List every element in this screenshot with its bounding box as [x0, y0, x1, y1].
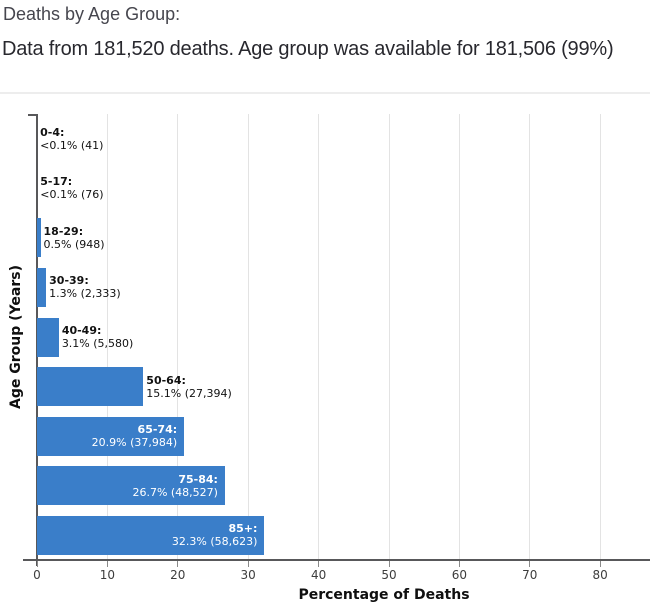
x-axis-tick — [36, 561, 38, 567]
x-axis-tick — [599, 561, 601, 567]
grid-line — [529, 114, 531, 559]
x-axis-tick — [388, 561, 390, 567]
bar-age-label: 0-4: — [40, 125, 65, 139]
bar-value-label: 26.7% (48,527) — [132, 485, 218, 499]
grid-line — [458, 114, 460, 559]
bar-value-label: 3.1% (5,580) — [61, 337, 134, 350]
chart-top-border — [0, 92, 650, 94]
bar-label: 65-74: 20.9% (37,984) — [92, 423, 178, 449]
x-axis-tick — [458, 561, 460, 567]
y-axis-top-tick — [28, 114, 37, 116]
x-tick-label: 50 — [381, 568, 397, 582]
bar-label: 75-84: 26.7% (48,527) — [132, 473, 218, 499]
x-axis-tick — [529, 561, 531, 567]
bar[interactable] — [37, 466, 225, 506]
grid-line — [177, 114, 179, 559]
bar-label: 30-39: 1.3% (2,333) — [49, 274, 121, 300]
bar-value-label: 20.9% (37,984) — [91, 436, 178, 450]
page-subtitle: Data from 181,520 deaths. Age group was … — [2, 38, 614, 60]
bar[interactable] — [37, 367, 144, 407]
bar-age-label: 75-84: — [178, 472, 218, 486]
bar-value-label: <0.1% (41) — [40, 138, 104, 152]
grid-line — [106, 114, 108, 559]
bar-value-label: 15.1% (27,394) — [146, 386, 232, 400]
bar-label: 50-64: 15.1% (27,394) — [146, 374, 232, 400]
page-title: Deaths by Age Group: — [3, 4, 181, 24]
bar-value-label: 32.3% (58,623) — [171, 535, 258, 549]
bar[interactable] — [37, 317, 59, 357]
x-axis-line — [23, 559, 650, 561]
grid-line — [247, 114, 249, 559]
x-tick-label: 10 — [99, 568, 116, 582]
x-tick-label: 80 — [592, 568, 608, 582]
bar-value-label: 0.5% (948) — [43, 237, 105, 251]
y-axis-title: Age Group (Years) — [8, 265, 24, 409]
bar-label: 0-4: <0.1% (41) — [40, 126, 103, 152]
bar[interactable] — [37, 515, 265, 555]
bar-age-label: 30-39: — [49, 274, 89, 288]
grid-line — [599, 114, 601, 559]
x-tick-label: 70 — [522, 568, 538, 582]
x-axis-tick — [247, 561, 249, 567]
x-tick-label: 30 — [240, 568, 256, 582]
grid-line — [388, 114, 390, 559]
bar-age-label: 18-29: — [43, 224, 84, 238]
bar-label: 85+: 32.3% (58,623) — [172, 522, 258, 548]
x-tick-label: 0 — [33, 568, 41, 582]
x-tick-label: 60 — [451, 568, 468, 582]
bar[interactable] — [37, 416, 185, 456]
bar-value-label: <0.1% (76) — [40, 188, 104, 202]
x-tick-label: 40 — [310, 568, 327, 582]
bar-age-label: 40-49: — [61, 324, 102, 337]
bar[interactable] — [37, 267, 47, 307]
x-axis-tick — [177, 561, 179, 567]
bar-age-label: 5-17: — [40, 175, 73, 189]
bar-age-label: 85+: — [228, 522, 258, 536]
bar-label: 5-17: <0.1% (76) — [40, 175, 103, 201]
bar-label: 18-29: 0.5% (948) — [44, 225, 105, 251]
bar-age-label: 65-74: — [137, 423, 178, 437]
grid-line — [318, 114, 320, 559]
x-axis-tick — [318, 561, 320, 567]
x-tick-label: 20 — [170, 568, 186, 582]
x-axis-title: Percentage of Deaths — [298, 587, 470, 603]
bar[interactable] — [37, 218, 41, 258]
bar-label: 40-49: 3.1% (5,580) — [62, 324, 134, 350]
x-axis-tick — [106, 561, 108, 567]
bar-value-label: 1.3% (2,333) — [49, 287, 121, 301]
bar-age-label: 50-64: — [146, 373, 186, 387]
